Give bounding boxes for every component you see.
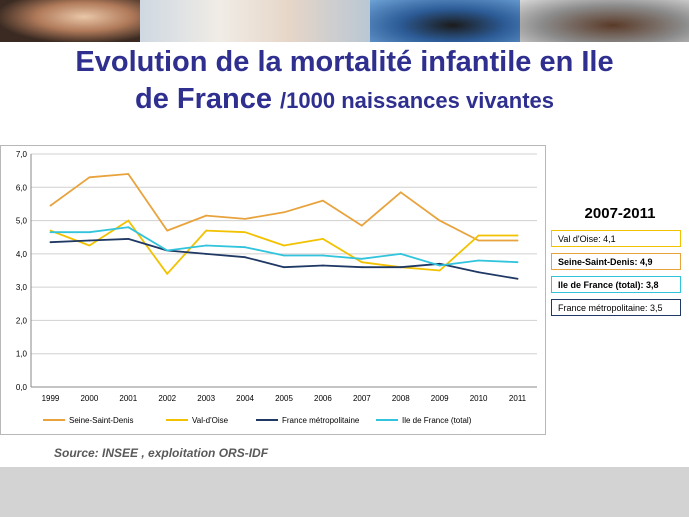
data-point — [205, 214, 208, 217]
x-tick-label: 1999 — [42, 394, 60, 403]
data-point — [127, 219, 130, 222]
data-point — [477, 259, 480, 262]
y-tick-label: 0,0 — [16, 383, 28, 392]
x-tick-label: 2004 — [236, 394, 254, 403]
data-point — [127, 173, 130, 175]
y-tick-label: 1,0 — [16, 350, 28, 359]
data-point — [477, 234, 480, 237]
source-note: Source: INSEE , exploitation ORS-IDF — [54, 446, 269, 460]
series-line-0 — [49, 173, 518, 242]
data-point — [283, 266, 285, 269]
page-title: Evolution de la mortalité infantile en I… — [20, 44, 669, 122]
data-point — [244, 231, 246, 234]
line-chart: 0,0 1,0 2,0 3,0 4,0 5,0 6,0 7,0 1999 2000 2001 2002… — [16, 150, 537, 425]
data-point — [360, 266, 363, 269]
x-tick-label: 2007 — [353, 394, 371, 403]
data-point — [49, 231, 52, 234]
data-point — [322, 254, 324, 257]
x-tick-label: 2006 — [314, 394, 332, 403]
data-point — [516, 261, 519, 264]
callout-0: Val d'Oise: 4,1 — [551, 230, 681, 247]
title-line-2: de France — [134, 83, 281, 115]
data-point — [360, 224, 363, 227]
y-tick-label: 2,0 — [16, 316, 28, 325]
callout-3: France métropolitaine: 3,5 — [551, 299, 681, 316]
period-label: 2007-2011 — [584, 205, 656, 222]
x-tick-label: 2009 — [431, 394, 449, 403]
x-tick-label: 2008 — [392, 394, 410, 403]
data-point — [283, 211, 285, 214]
data-point — [166, 249, 169, 252]
data-point — [399, 252, 402, 255]
x-tick-label: 2010 — [470, 394, 488, 403]
baby-photo-left — [0, 0, 140, 42]
y-tick-label: 5,0 — [16, 217, 28, 226]
data-point — [49, 241, 52, 244]
data-point — [88, 239, 91, 242]
data-point — [322, 237, 324, 240]
legend-label-1: Val-d'Oise — [192, 416, 229, 425]
callout-2: Ile de France (total): 3,8 — [551, 276, 681, 293]
data-point — [477, 239, 480, 242]
data-point — [477, 271, 480, 274]
y-tick-label: 7,0 — [16, 150, 28, 159]
data-point — [360, 261, 363, 264]
data-point — [399, 266, 402, 269]
child-silhouette-photo — [370, 0, 520, 42]
legend-label-0: Seine-Saint-Denis — [69, 416, 133, 425]
x-tick-label: 2001 — [119, 394, 137, 403]
callout-1: Seine-Saint-Denis: 4,9 — [551, 253, 681, 270]
x-tick-label: 2003 — [197, 394, 215, 403]
data-point — [360, 257, 363, 260]
data-point — [88, 231, 91, 234]
legend-label-3: Ile de France (total) — [402, 416, 472, 425]
chart-frame: 0,0 1,0 2,0 3,0 4,0 5,0 6,0 7,0 1999 2000 2001 2002… — [0, 145, 546, 435]
data-point — [127, 237, 130, 240]
y-tick-label: 6,0 — [16, 183, 28, 192]
data-point — [516, 234, 519, 237]
x-tick-label: 2011 — [509, 394, 527, 403]
y-tick-label: 4,0 — [16, 250, 28, 259]
data-point — [283, 254, 285, 257]
data-point — [244, 246, 246, 249]
data-point — [438, 262, 441, 265]
title-unit: /1000 naissances vivantes — [280, 88, 555, 113]
data-point — [438, 219, 441, 222]
child-portrait-photo — [520, 0, 689, 42]
x-tick-label: 2000 — [80, 394, 98, 403]
data-point — [283, 244, 285, 247]
data-point — [49, 204, 52, 207]
data-point — [127, 226, 130, 229]
data-point — [166, 272, 169, 275]
x-tick-label: 2005 — [275, 394, 293, 403]
data-point — [516, 277, 519, 280]
data-point — [205, 229, 208, 232]
data-point — [166, 229, 169, 232]
data-point — [438, 264, 441, 267]
data-point — [88, 244, 91, 247]
data-point — [516, 239, 519, 242]
footer-band — [0, 467, 689, 517]
data-point — [322, 264, 324, 267]
data-point — [49, 229, 52, 232]
data-point — [205, 252, 208, 255]
data-point — [438, 269, 441, 272]
data-point — [244, 218, 246, 220]
baby-photo-center — [140, 0, 370, 42]
data-point — [205, 244, 208, 247]
data-point — [399, 191, 402, 194]
data-point — [88, 176, 91, 179]
data-point — [244, 256, 246, 259]
x-tick-label: 2002 — [158, 394, 176, 403]
photo-strip — [0, 0, 689, 42]
legend-label-2: France métropolitaine — [282, 416, 360, 425]
data-point — [322, 199, 324, 202]
y-tick-label: 3,0 — [16, 283, 28, 292]
title-line-1: Evolution de la mortalité infantile en I… — [75, 46, 614, 78]
